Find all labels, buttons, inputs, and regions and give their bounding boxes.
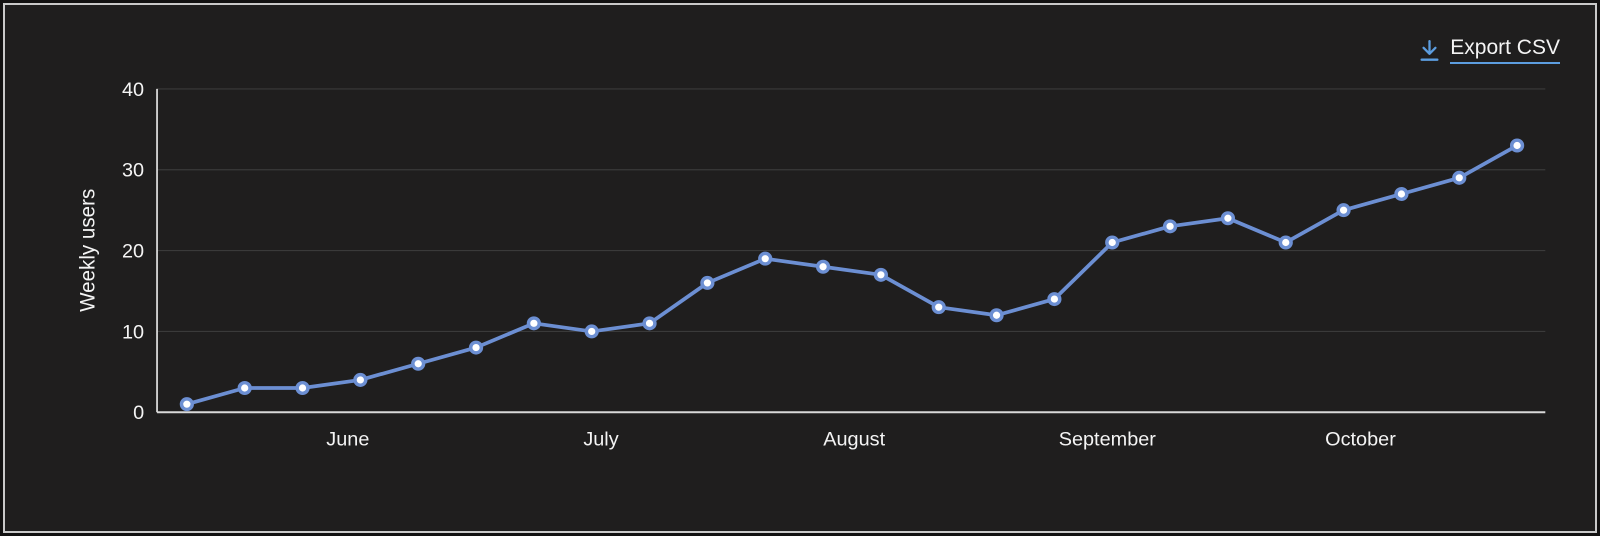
data-point xyxy=(1105,235,1120,250)
y-tick-label: 10 xyxy=(122,321,144,343)
data-point xyxy=(468,340,484,355)
data-point xyxy=(1336,203,1351,218)
data-point xyxy=(642,316,657,331)
x-tick-label: August xyxy=(823,429,885,451)
export-csv-link[interactable]: Export CSV xyxy=(1418,36,1560,65)
download-icon xyxy=(1420,40,1439,61)
data-point xyxy=(526,316,541,331)
data-point xyxy=(873,267,888,282)
data-point xyxy=(1162,219,1178,234)
data-point xyxy=(353,372,368,387)
x-tick-label: September xyxy=(1059,429,1157,451)
data-point xyxy=(179,397,194,412)
y-tick-label: 20 xyxy=(122,241,144,263)
export-csv-label: Export CSV xyxy=(1450,36,1560,65)
x-tick-label: July xyxy=(583,429,618,451)
data-point xyxy=(1220,211,1236,226)
data-point xyxy=(700,275,715,290)
y-axis-title: Weekly users xyxy=(76,189,99,312)
data-point xyxy=(237,380,252,396)
series-line xyxy=(184,143,1519,407)
y-tick-label: 40 xyxy=(122,79,144,101)
data-point xyxy=(1509,138,1525,153)
data-point xyxy=(931,300,946,315)
data-point xyxy=(1047,292,1062,307)
data-point xyxy=(1278,235,1293,250)
y-tick-label: 0 xyxy=(133,402,144,424)
data-point xyxy=(815,259,831,274)
x-tick-label: June xyxy=(326,429,369,451)
data-point xyxy=(1452,170,1467,185)
x-tick-label: October xyxy=(1325,429,1396,451)
data-point xyxy=(1394,186,1409,202)
chart-card: 0 10 20 30 40 June July August September October W… xyxy=(3,3,1597,533)
weekly-users-line-chart: 0 10 20 30 40 June July August September October W… xyxy=(76,79,1546,451)
data-point xyxy=(989,308,1004,323)
y-tick-label: 30 xyxy=(122,160,144,182)
data-point xyxy=(295,380,310,396)
data-point xyxy=(411,356,426,371)
data-point xyxy=(758,251,773,266)
data-point xyxy=(584,324,599,339)
